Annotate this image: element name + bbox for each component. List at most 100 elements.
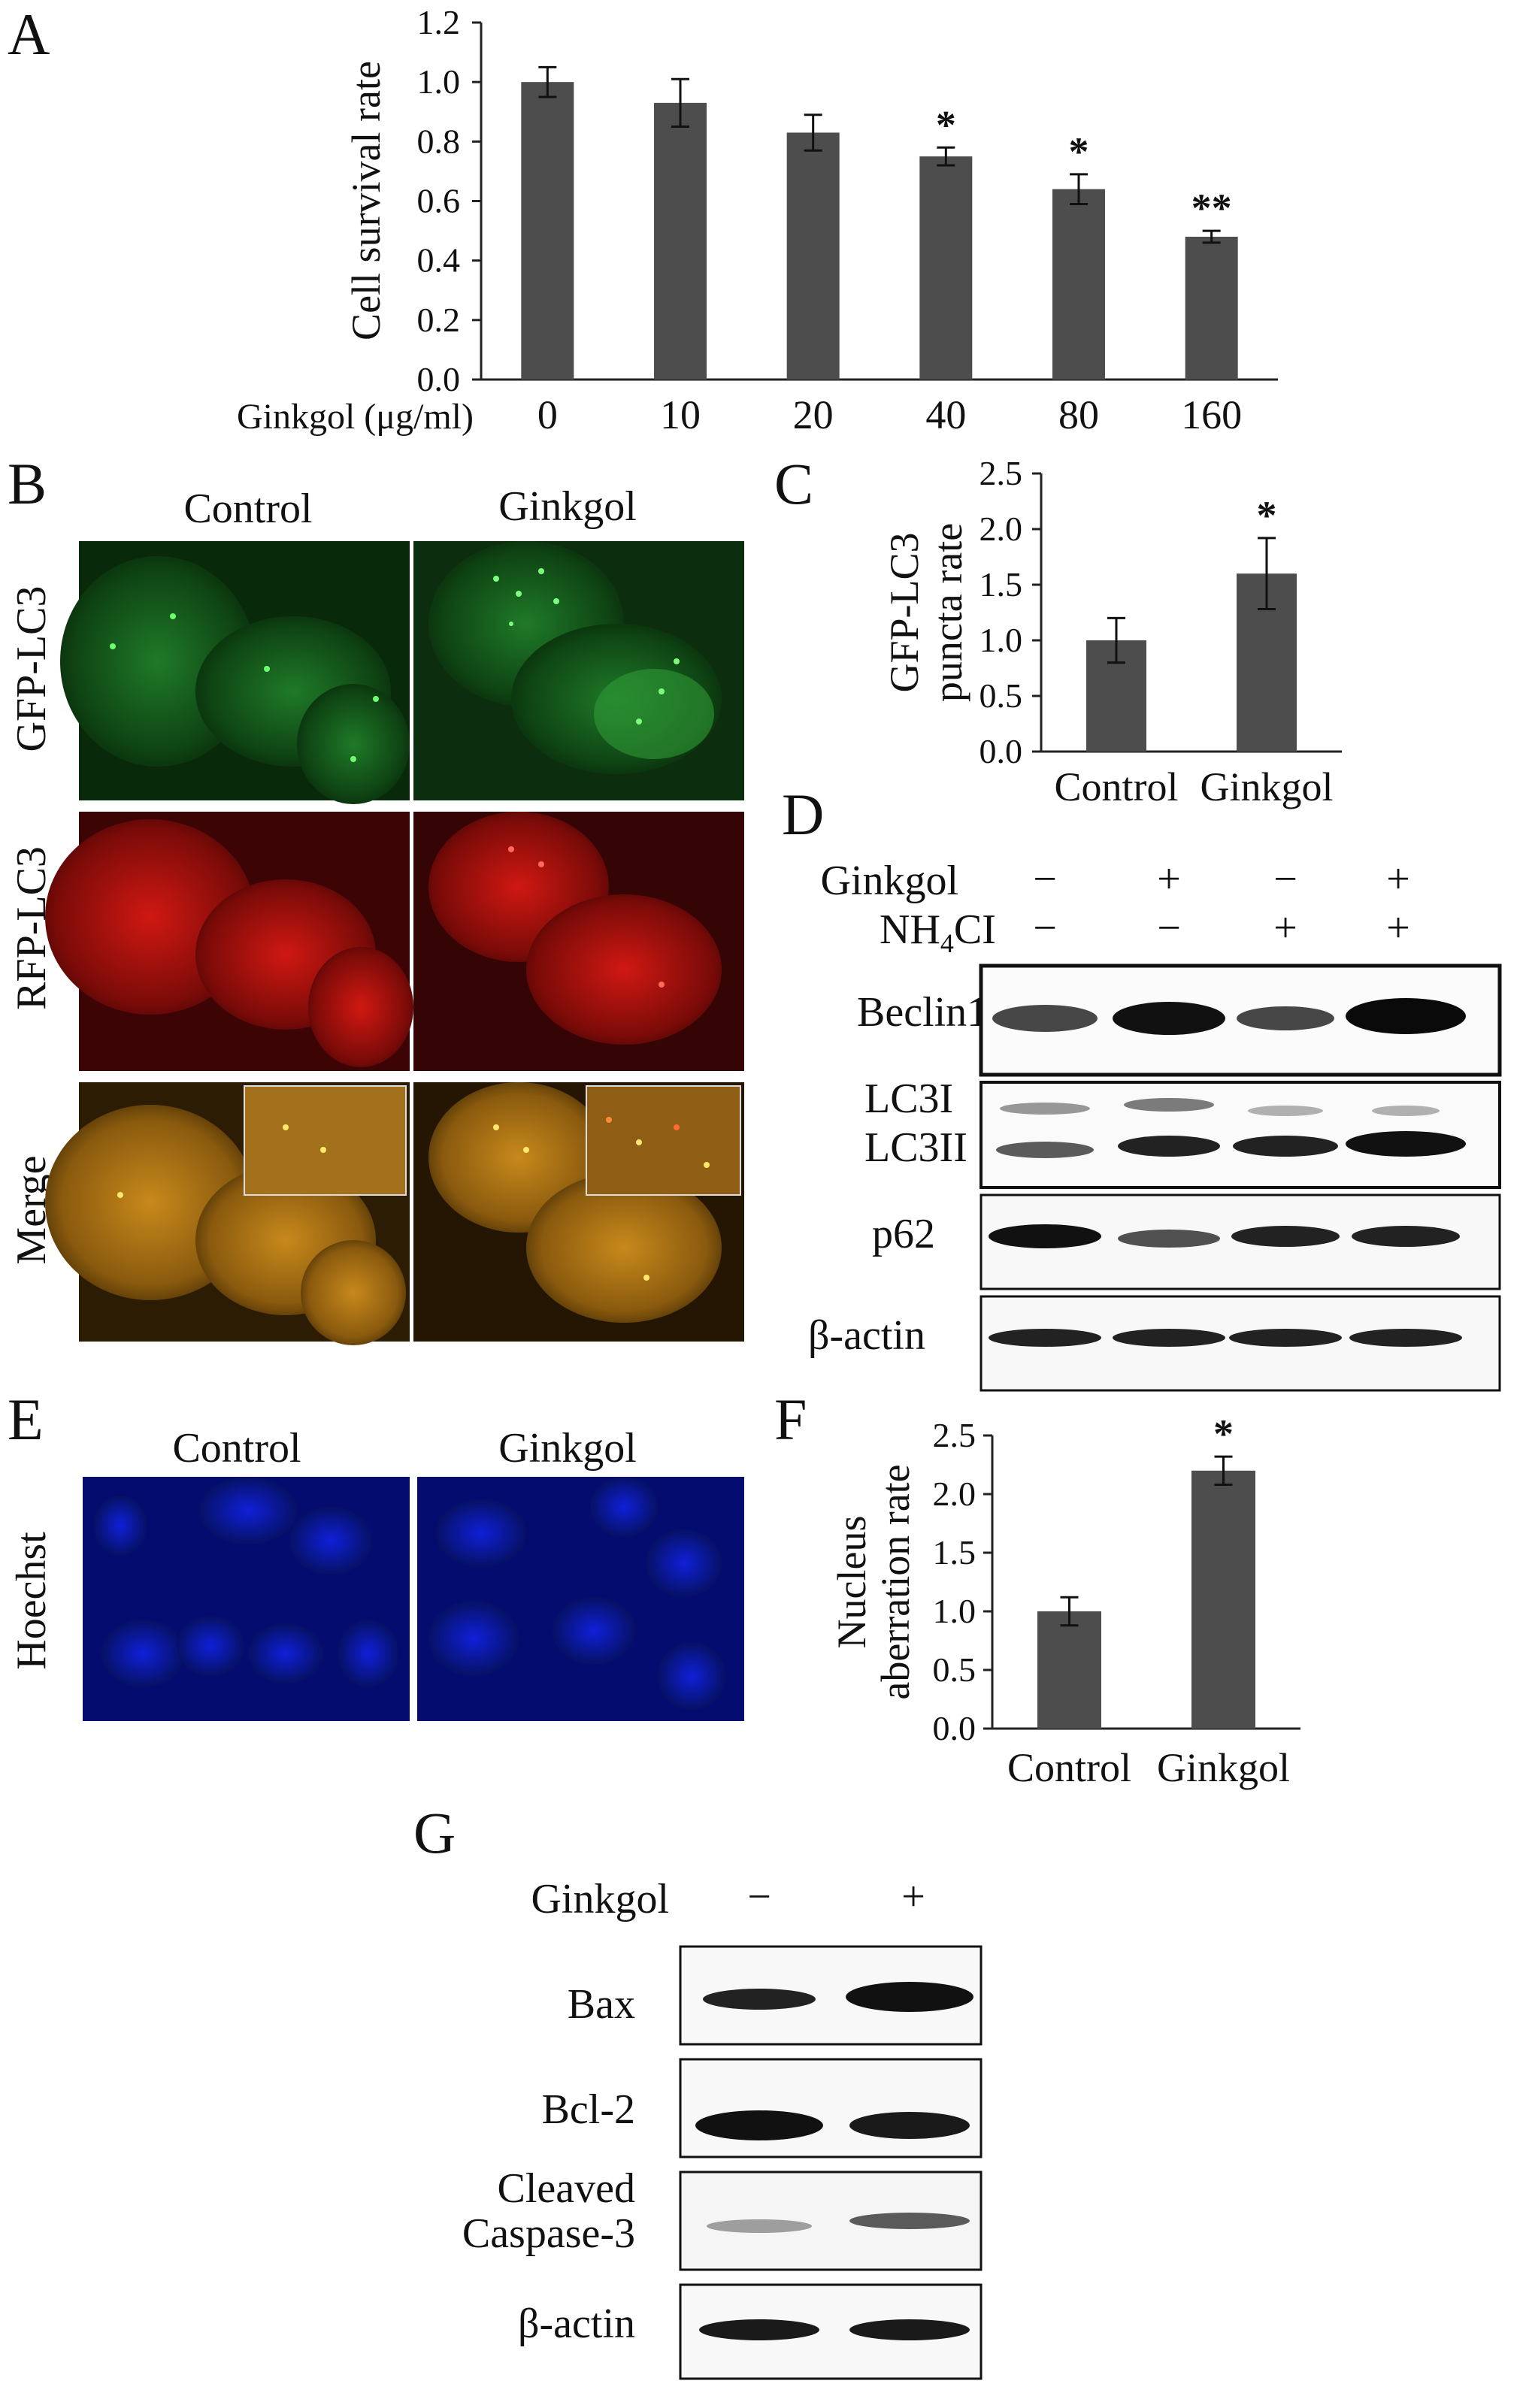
- chart-a-category-label: 0: [537, 392, 558, 437]
- panel-label-b: B: [8, 451, 47, 516]
- chart-a-ytick-label: 0.6: [417, 182, 461, 220]
- panel-b-micrographs: Control Ginkgol GFP-LC3 RFP-LC3 Merge: [8, 483, 744, 1345]
- chart-f-y-label: aberration rate: [873, 1464, 918, 1699]
- chart-c-category-label: Ginkgol: [1200, 764, 1333, 809]
- panel-d-g2: +: [1157, 856, 1181, 903]
- chart-f-ytick-label: 0.5: [933, 1650, 976, 1689]
- panel-e-col-ginkgol: Ginkgol: [498, 1425, 637, 1472]
- blot-label-lc3ii: LC3II: [864, 1124, 967, 1171]
- panel-label-d: D: [782, 782, 824, 847]
- chart-a-ytick-label: 1.0: [417, 62, 461, 101]
- chart-a-ytick-label: 0.0: [417, 360, 461, 398]
- panel-label-f: F: [774, 1387, 807, 1452]
- rfp-control-image: [45, 812, 413, 1071]
- chart-a-y-label: Cell survival rate: [344, 61, 389, 340]
- chart-a-significance: **: [1191, 186, 1232, 231]
- blot-label-beclin1: Beclin1: [857, 989, 988, 1036]
- chart-a-bar: [786, 132, 840, 380]
- nh4cl-nh: NH: [880, 906, 940, 953]
- panel-e-row-hoechst: Hoechst: [8, 1532, 55, 1670]
- chart-a-category-label: 80: [1058, 392, 1099, 437]
- chart-a-bar: [1052, 189, 1105, 380]
- chart-a-category-label: 20: [793, 392, 834, 437]
- chart-c-ytick-label: 0.5: [979, 676, 1023, 715]
- chart-c-ytick-label: 2.5: [979, 454, 1023, 492]
- panel-d-g1: −: [1033, 856, 1057, 903]
- chart-f-category-label: Control: [1007, 1745, 1131, 1790]
- blot-label-lc3i: LC3I: [864, 1075, 953, 1122]
- chart-a-significance: *: [936, 102, 956, 147]
- panel-b-col-ginkgol: Ginkgol: [498, 483, 637, 530]
- panel-d-cond-nh4cl: NH4CI: [880, 906, 996, 958]
- gfp-ginkgol-image: [413, 541, 744, 800]
- chart-a-x-label: Ginkgol (μg/ml): [237, 397, 474, 437]
- chart-f-category-label: Ginkgol: [1157, 1745, 1290, 1790]
- chart-c-ytick-label: 2.0: [979, 510, 1023, 548]
- panel-d-n3: +: [1273, 905, 1297, 951]
- chart-c-ytick-label: 0.0: [979, 732, 1023, 770]
- chart-f-ytick-label: 1.5: [933, 1533, 976, 1572]
- chart-a-category-label: 10: [660, 392, 701, 437]
- blot-bcl2: [679, 2058, 983, 2158]
- chart-f-y-label: Nucleus: [829, 1516, 874, 1649]
- panel-d-cond-ginkgol: Ginkgol: [820, 858, 958, 904]
- nh4cl-tail: CI: [954, 906, 996, 953]
- hoechst-ginkgol-image: [417, 1477, 744, 1721]
- chart-c-y-label: GFP-LC3: [882, 532, 927, 692]
- panel-e-hoechst: Control Ginkgol Hoechst: [8, 1425, 744, 1721]
- panel-label-e: E: [8, 1387, 44, 1452]
- panel-b-col-control: Control: [183, 486, 312, 532]
- panel-label-a: A: [8, 2, 50, 67]
- blot-label-beta-actin-g: β-actin: [518, 2301, 635, 2347]
- chart-a-cell-survival: 0.0 0.2 0.4 0.6 0.8 1.0 1.2 Cell survival rate 0…: [237, 3, 1278, 437]
- chart-a-significance: *: [1069, 129, 1089, 174]
- chart-a-ytick-label: 0.2: [417, 301, 461, 339]
- chart-a-bar: [654, 102, 707, 380]
- panel-e-col-control: Control: [172, 1425, 301, 1472]
- panel-label-g: G: [413, 1800, 456, 1865]
- chart-a-category-label: 40: [925, 392, 966, 437]
- panel-g-cond-ginkgol: Ginkgol: [531, 1876, 669, 1922]
- blot-label-beta-actin-d: β-actin: [808, 1312, 925, 1359]
- panel-label-c: C: [774, 451, 813, 516]
- chart-f-bar: [1191, 1470, 1255, 1729]
- panel-d-western-blot: Ginkgol − + − + NH4CI − − + + Beclin1 LC…: [808, 856, 1502, 1392]
- panel-d-n2: −: [1157, 905, 1181, 951]
- chart-c-ytick-label: 1.5: [979, 565, 1023, 604]
- chart-f-bar: [1037, 1611, 1101, 1729]
- panel-d-g3: −: [1273, 856, 1297, 903]
- blot-label-cleaved: Cleaved: [498, 2165, 635, 2212]
- chart-f-significance: *: [1213, 1411, 1234, 1457]
- blot-label-bcl2: Bcl-2: [542, 2086, 635, 2133]
- merge-ginkgol-image: [413, 1082, 744, 1342]
- blot-label-bax: Bax: [568, 1981, 635, 2028]
- chart-a-ytick-label: 0.4: [417, 241, 461, 280]
- gfp-control-image: [60, 541, 410, 804]
- chart-a-bar: [1185, 237, 1238, 380]
- chart-f-ytick-label: 2.0: [933, 1475, 976, 1513]
- panel-d-n4: +: [1386, 905, 1410, 951]
- chart-c-y-label: puncta rate: [925, 523, 970, 702]
- hoechst-control-image: [83, 1477, 410, 1721]
- chart-a-category-label: 160: [1181, 392, 1242, 437]
- chart-a-ytick-label: 1.2: [417, 3, 461, 41]
- chart-c-category-label: Control: [1054, 764, 1178, 809]
- nh4cl-sub: 4: [940, 928, 954, 958]
- chart-a-ytick-label: 0.8: [417, 122, 461, 160]
- chart-f-ytick-label: 2.5: [933, 1416, 976, 1454]
- blot-label-caspase3: Caspase-3: [462, 2210, 635, 2257]
- panel-g-v2: +: [901, 1874, 925, 1920]
- merge-control-image: [45, 1082, 410, 1345]
- chart-f-ytick-label: 1.0: [933, 1592, 976, 1630]
- rfp-ginkgol-image: [413, 812, 744, 1071]
- blot-label-p62: p62: [872, 1211, 935, 1257]
- chart-f-ytick-label: 0.0: [933, 1709, 976, 1747]
- chart-a-bar: [521, 82, 574, 380]
- panel-d-n1: −: [1033, 905, 1057, 951]
- panel-b-row-gfp: GFP-LC3: [8, 586, 55, 752]
- panel-g-western-blot: Ginkgol − + Bax Bcl-2 Cleaved Caspase-3 …: [462, 1874, 983, 2380]
- chart-c-ytick-label: 1.0: [979, 621, 1023, 659]
- panel-d-g4: +: [1386, 856, 1410, 903]
